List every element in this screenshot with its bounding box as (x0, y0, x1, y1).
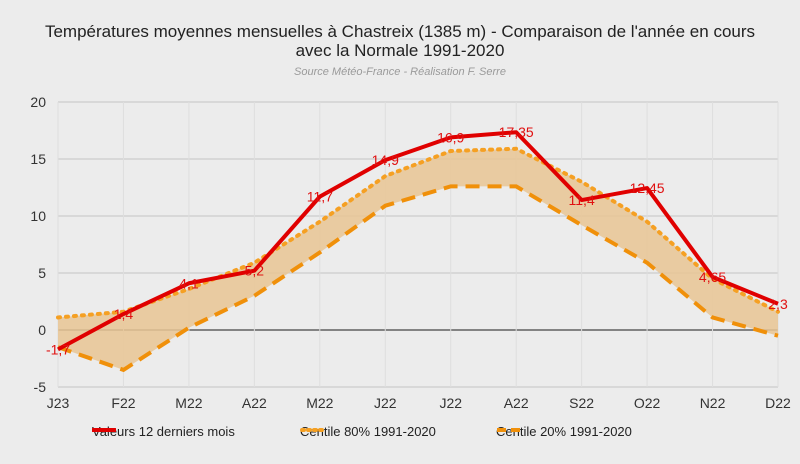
data-label: 11,7 (307, 189, 333, 205)
x-tick-label: O22 (634, 395, 661, 411)
title-line-2: avec la Normale 1991-2020 (295, 41, 505, 60)
y-tick-label: 5 (38, 265, 46, 281)
legend-label-p80: Centile 80% 1991-2020 (300, 424, 436, 439)
x-tick-label: A22 (504, 395, 529, 411)
legend-swatch-current (92, 428, 116, 432)
data-label: 2,3 (768, 296, 788, 312)
data-label: 12,45 (630, 180, 665, 196)
legend-swatch-p20 (497, 428, 521, 432)
series-line-p80 (56, 146, 780, 320)
data-label: 11,4 (569, 192, 595, 208)
x-tick-label: N22 (700, 395, 726, 411)
chart-title: Températures moyennes mensuelles à Chast… (0, 22, 800, 60)
data-label: -1,7 (46, 341, 70, 357)
x-tick-label: J22 (439, 395, 462, 411)
y-tick-label: 0 (38, 322, 46, 338)
x-tick-label: S22 (569, 395, 594, 411)
series-line-p20 (57, 184, 779, 373)
x-tick-label: J23 (47, 395, 70, 411)
x-tick-label: M22 (306, 395, 333, 411)
x-tick-label: J22 (374, 395, 397, 411)
chart-subtitle: Source Météo-France - Réalisation F. Ser… (294, 66, 506, 78)
data-label: 4,1 (179, 275, 199, 291)
legend-label-current: Valeurs 12 derniers mois (92, 424, 235, 439)
data-label: 1,4 (114, 306, 134, 322)
data-label: 17,35 (499, 124, 534, 140)
legend-item-p80: Centile 80% 1991-2020 (300, 424, 436, 439)
y-tick-label: 20 (30, 94, 46, 110)
title-line-1: Températures moyennes mensuelles à Chast… (44, 22, 756, 41)
series-line-current (57, 130, 779, 352)
legend-label-p20: Centile 20% 1991-2020 (496, 424, 632, 439)
percentile-band (58, 148, 778, 370)
y-tick-label: -5 (34, 379, 47, 395)
data-label: 4,65 (699, 269, 726, 285)
data-label: 16,9 (437, 129, 464, 145)
x-tick-label: F22 (111, 395, 135, 411)
data-label: 5,2 (245, 263, 265, 279)
y-tick-label: 10 (30, 208, 46, 224)
legend: Valeurs 12 derniers mois Centile 80% 199… (0, 424, 800, 444)
y-tick-label: 15 (30, 151, 46, 167)
x-tick-label: D22 (765, 395, 791, 411)
data-label: 14,9 (372, 152, 399, 168)
legend-item-current: Valeurs 12 derniers mois (92, 424, 235, 439)
legend-item-p20: Centile 20% 1991-2020 (496, 424, 632, 439)
legend-swatch-p80 (300, 428, 324, 432)
x-tick-label: M22 (175, 395, 202, 411)
x-tick-label: A22 (242, 395, 267, 411)
